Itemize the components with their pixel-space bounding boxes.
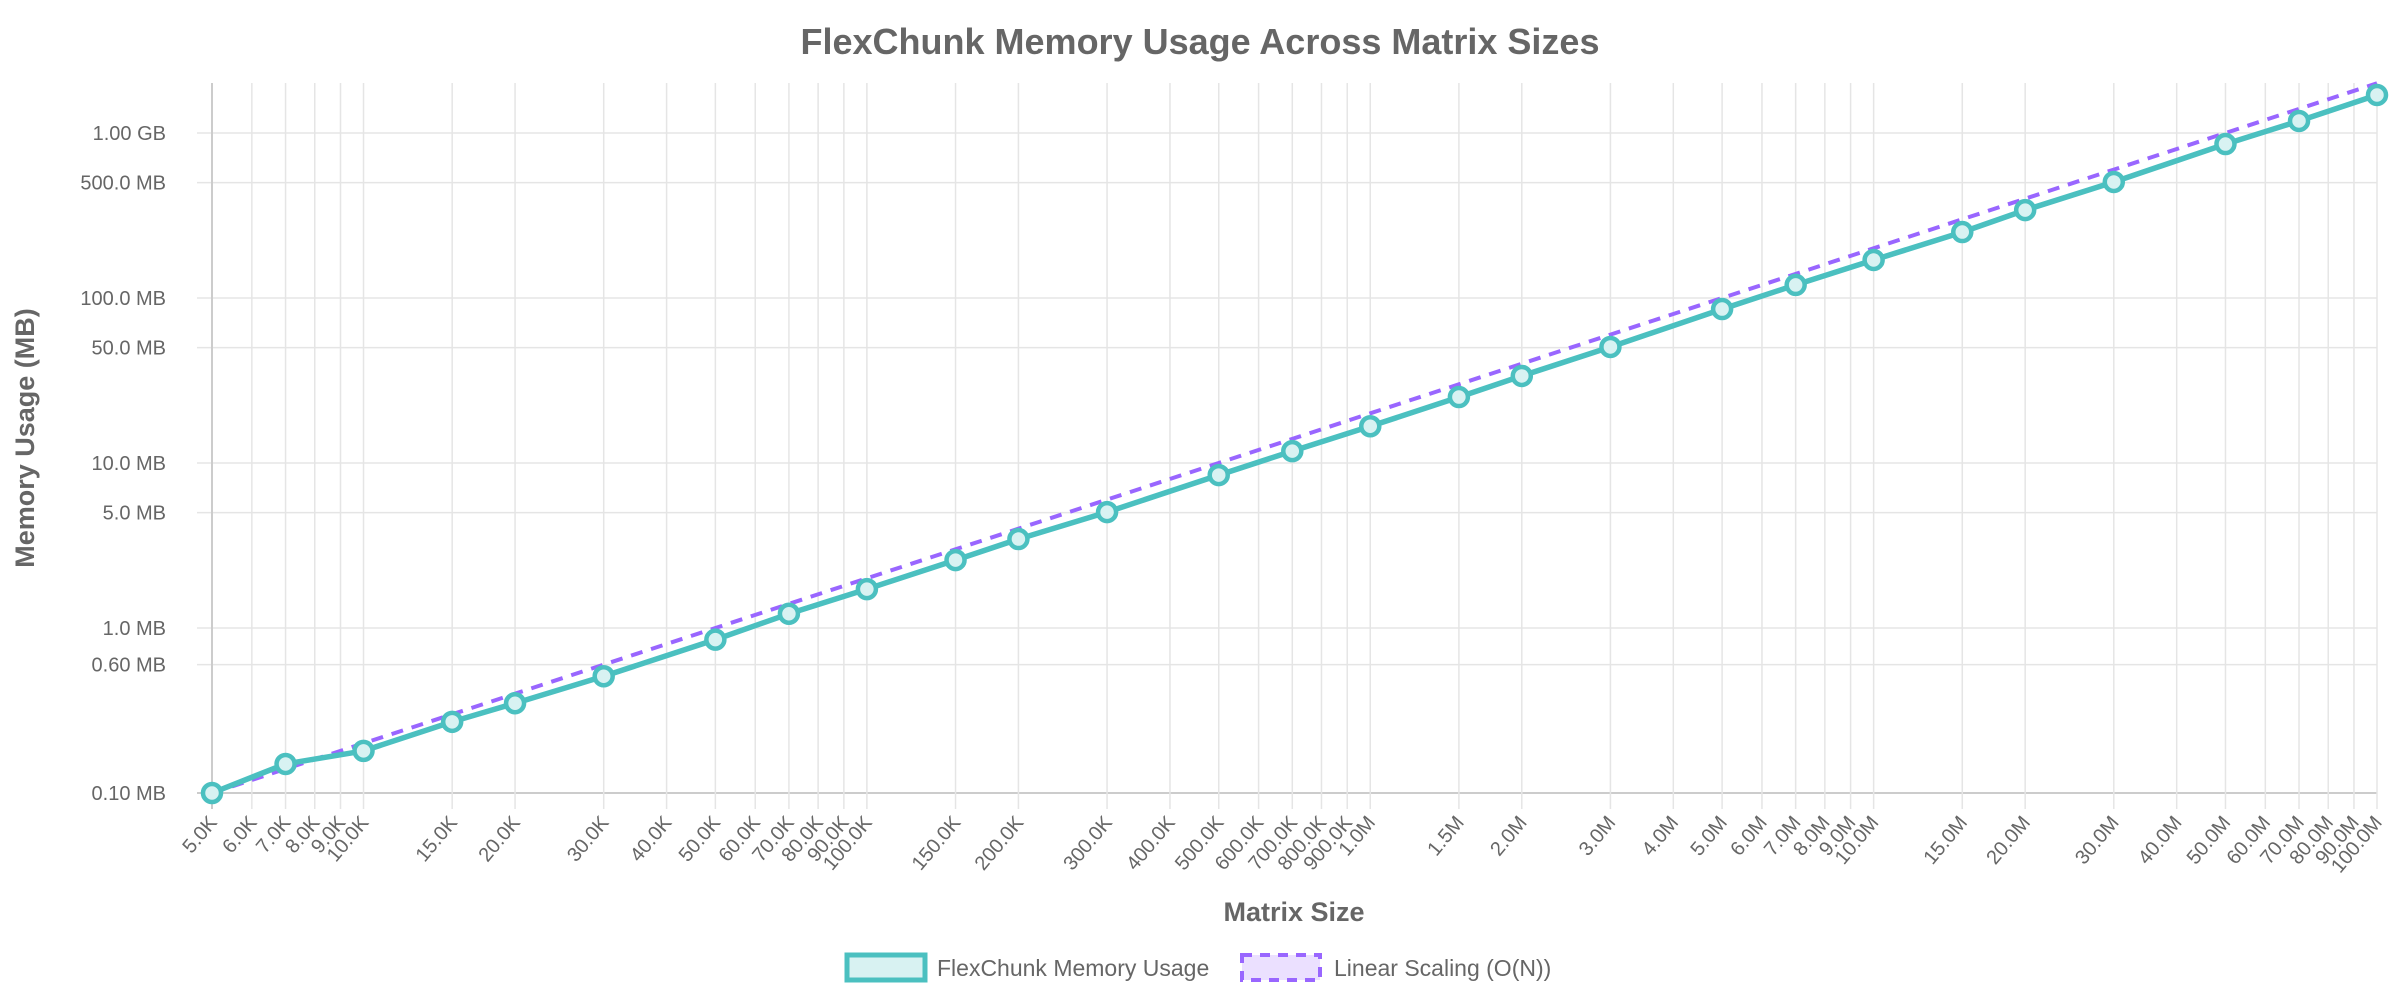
flexchunk-data-point[interactable] xyxy=(592,665,615,688)
legend-swatch-linear xyxy=(1240,953,1322,982)
flexchunk-data-point[interactable] xyxy=(1095,500,1119,524)
flexchunk-data-point[interactable] xyxy=(777,602,801,626)
flexchunk-data-point[interactable] xyxy=(1862,248,1885,272)
x-tick-label: 30.0M xyxy=(2071,812,2124,869)
y-tick-label: 1.00 GB xyxy=(93,123,166,145)
x-tick-label: 50.0K xyxy=(675,812,726,867)
y-tick-label: 10.0 MB xyxy=(92,453,166,475)
y-axis-ticks: 0.10 MB 0.60 MB 1.0 MB 5.0 MB 10.0 MB 50.0 MB… xyxy=(80,123,166,805)
x-tick-label: 3.0M xyxy=(1575,812,1620,860)
legend-label-flexchunk: FlexChunk Memory Usage xyxy=(937,955,1209,981)
x-tick-label: 40.0M xyxy=(2134,812,2187,869)
x-tick-label: 40.0K xyxy=(626,812,677,867)
x-tick-label: 200.0K xyxy=(971,812,1029,875)
series-layer xyxy=(200,81,2389,805)
x-tick-label: 5.0M xyxy=(1686,812,1731,860)
legend-swatch-flexchunk xyxy=(844,952,928,983)
x-tick-label: 400.0K xyxy=(1122,812,1180,875)
flexchunk-data-point[interactable] xyxy=(2365,83,2389,107)
x-tick-label: 1.5M xyxy=(1423,812,1468,860)
x-tick-label: 30.0K xyxy=(563,812,614,867)
flexchunk-data-point[interactable] xyxy=(440,710,464,734)
flexchunk-data-point[interactable] xyxy=(1510,364,1534,388)
flexchunk-data-point[interactable] xyxy=(2013,198,2037,222)
flexchunk-data-point[interactable] xyxy=(1359,415,1382,438)
flexchunk-data-point[interactable] xyxy=(1281,439,1304,463)
chart-title: FlexChunk Memory Usage Across Matrix Siz… xyxy=(801,21,1600,62)
x-tick-label: 300.0K xyxy=(1059,812,1117,875)
x-tick-label: 6.0K xyxy=(218,812,262,858)
legend: FlexChunk Memory Usage Linear Scaling (O… xyxy=(844,952,1551,983)
flexchunk-data-point[interactable] xyxy=(1710,297,1734,321)
x-tick-label: 15.0K xyxy=(412,812,463,867)
flexchunk-data-point[interactable] xyxy=(1599,335,1622,359)
x-tick-label: 15.0M xyxy=(1920,812,1973,869)
flexchunk-data-point[interactable] xyxy=(2214,132,2237,156)
x-tick-label: 5.0K xyxy=(179,812,223,858)
legend-label-linear: Linear Scaling (O(N)) xyxy=(1334,955,1551,981)
flexchunk-data-point[interactable] xyxy=(503,691,527,715)
linear-scaling-line xyxy=(211,81,2378,795)
x-tick-label: 2.0M xyxy=(1486,812,1531,860)
x-tick-label: 20.0M xyxy=(1982,812,2035,869)
y-tick-label: 50.0 MB xyxy=(92,338,166,360)
x-tick-label: 6.0M xyxy=(1726,812,1771,860)
y-tick-label: 1.0 MB xyxy=(103,618,166,640)
y-tick-label: 5.0 MB xyxy=(103,503,166,525)
y-tick-label: 0.60 MB xyxy=(92,655,166,677)
flexchunk-data-point[interactable] xyxy=(1207,463,1230,487)
flexchunk-data-point[interactable] xyxy=(855,577,879,601)
flexchunk-data-point[interactable] xyxy=(2287,109,2311,133)
flexchunk-data-point[interactable] xyxy=(1784,273,1807,297)
flexchunk-data-point[interactable] xyxy=(1007,527,1030,551)
legend-item-linear[interactable]: Linear Scaling (O(N)) xyxy=(1240,953,1551,982)
x-gridlines xyxy=(211,83,2378,809)
flexchunk-data-point[interactable] xyxy=(1447,385,1471,409)
x-axis-title: Matrix Size xyxy=(1223,897,1364,927)
y-tick-label: 100.0 MB xyxy=(80,288,166,310)
y-tick-label: 500.0 MB xyxy=(80,173,166,195)
flexchunk-data-point[interactable] xyxy=(944,548,967,572)
x-tick-label: 50.0M xyxy=(2183,812,2236,869)
y-tick-label: 0.10 MB xyxy=(92,783,166,805)
x-tick-label: 20.0K xyxy=(474,812,525,867)
flexchunk-data-point[interactable] xyxy=(704,628,727,651)
flexchunk-data-point[interactable] xyxy=(274,752,297,776)
flexchunk-data-point[interactable] xyxy=(352,739,375,763)
flexchunk-data-point[interactable] xyxy=(2102,170,2126,194)
y-axis-title: Memory Usage (MB) xyxy=(10,308,40,568)
flexchunk-data-point[interactable] xyxy=(200,781,224,805)
x-tick-label: 150.0K xyxy=(908,812,966,875)
x-tick-label: 4.0M xyxy=(1638,812,1683,860)
legend-item-flexchunk[interactable]: FlexChunk Memory Usage xyxy=(844,952,1209,983)
y-gridlines xyxy=(197,132,2377,794)
flexchunk-data-point[interactable] xyxy=(1951,220,1974,244)
